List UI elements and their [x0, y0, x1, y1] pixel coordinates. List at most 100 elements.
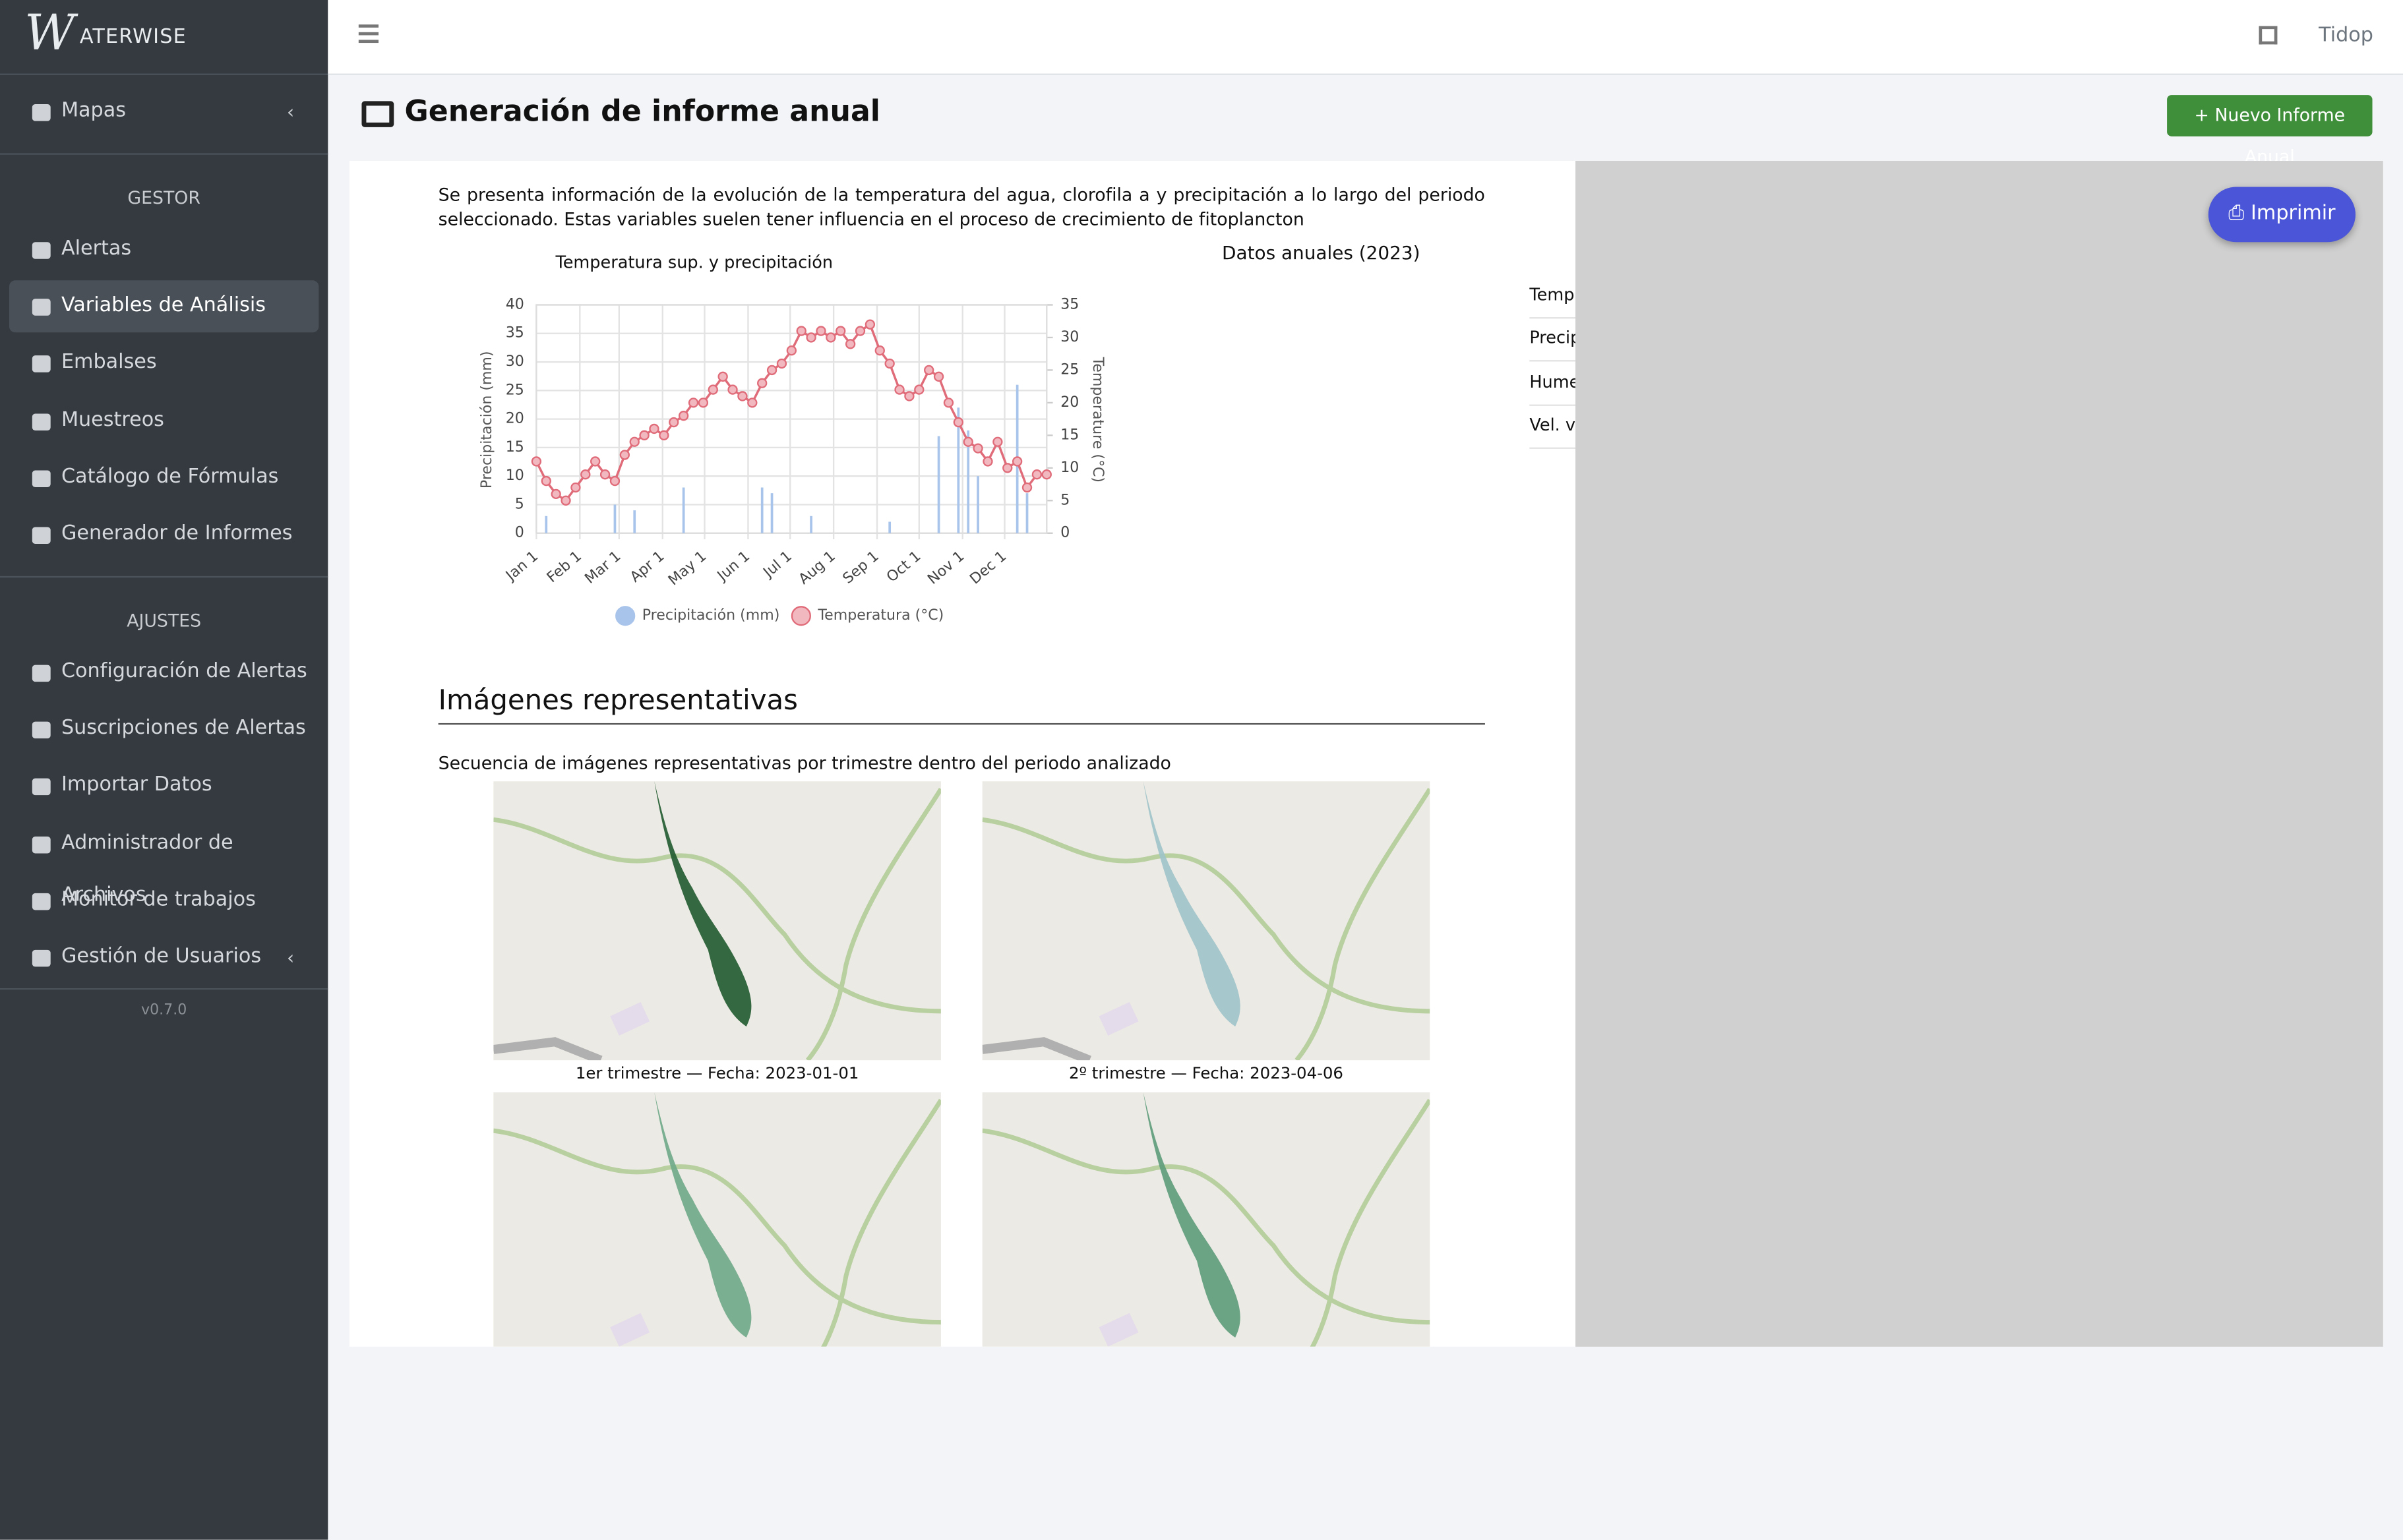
- point: [874, 345, 885, 356]
- bar: [545, 516, 548, 533]
- nav-label: Configuración de Alertas: [61, 660, 307, 684]
- point: [570, 482, 581, 493]
- point: [678, 410, 689, 421]
- x-tick-label: Jul 1: [760, 548, 795, 581]
- nav-item[interactable]: Generador de Informes: [9, 509, 319, 561]
- stat-item: Vel. viento medio*: 2.28 m/s: [1529, 404, 1576, 449]
- point: [983, 456, 993, 467]
- y-axis-title: Precipitación (mm): [479, 351, 495, 489]
- bar: [613, 504, 617, 533]
- y-tick-label: 15: [506, 439, 524, 456]
- version: v0.7.0: [141, 1001, 187, 1019]
- point: [924, 365, 934, 376]
- point: [992, 436, 1003, 447]
- nav-item[interactable]: Alertas: [9, 223, 319, 276]
- x-tick-label: Dec 1: [967, 548, 1010, 587]
- nav-item[interactable]: Monitor de trabajos: [9, 875, 319, 927]
- nav-item[interactable]: Muestreos: [9, 395, 319, 447]
- print-button[interactable]: ⎙ Imprimir: [2208, 187, 2356, 243]
- bar: [977, 476, 979, 533]
- x-tick-label: Jun 1: [714, 548, 753, 585]
- image-caption: 1er trimestre — Fecha: 2023-01-01: [575, 1065, 859, 1084]
- nav-label: Monitor de trabajos: [61, 888, 256, 912]
- nav-item[interactable]: Administrador de Archivos: [9, 817, 319, 906]
- topbar: Tidop: [328, 0, 2403, 75]
- point: [953, 417, 964, 428]
- nav-icon: [32, 893, 51, 910]
- bar: [957, 407, 960, 533]
- bar: [888, 521, 892, 533]
- point: [659, 430, 669, 441]
- nav-icon: [32, 469, 51, 487]
- chart-title: Temperatura sup. y precipitación: [555, 253, 833, 273]
- image-caption: 2º trimestre — Fecha: 2023-04-06: [1068, 1065, 1343, 1084]
- bar: [967, 430, 970, 533]
- point: [717, 371, 728, 382]
- nav-item[interactable]: Mapas ‹: [9, 86, 319, 138]
- nav-icon: [32, 242, 51, 259]
- bar: [810, 516, 812, 533]
- nav-item[interactable]: Variables de Análisis: [9, 280, 319, 333]
- y2-tick-label: 30: [1060, 329, 1079, 345]
- logo-mark: W: [24, 3, 75, 61]
- section-heading: Imágenes representativas: [438, 684, 798, 717]
- x-tick-label: Apr 1: [627, 548, 667, 585]
- map-drawing: [493, 1092, 941, 1347]
- bar: [682, 487, 685, 533]
- sidebar: W ATERWISE Mapas ‹ GESTOR Alertas Variable…: [0, 0, 328, 1540]
- images-intro: Secuencia de imágenes representativas po…: [438, 752, 1171, 774]
- nav-item[interactable]: Importar Datos: [9, 761, 319, 813]
- map-drawing: [982, 781, 1430, 1061]
- point: [688, 398, 699, 408]
- point: [1031, 469, 1043, 480]
- point: [884, 358, 895, 369]
- nav-item[interactable]: Catálogo de Fórmulas: [9, 452, 319, 504]
- nav-label: Alertas: [61, 237, 132, 261]
- bar: [1025, 493, 1029, 533]
- point: [1012, 456, 1023, 467]
- button-label: Nuevo Informe Anual: [2214, 104, 2346, 167]
- caret: ‹: [287, 101, 295, 123]
- stat-item: Precip. media: 0.90 mm: [1529, 318, 1576, 363]
- point: [561, 495, 571, 506]
- new-report-button[interactable]: + Nuevo Informe Anual: [2167, 95, 2373, 167]
- map-drawing: [493, 781, 941, 1061]
- stat-item: Temp. media: 18 ºC: [1529, 274, 1576, 319]
- point: [914, 384, 925, 395]
- bar: [633, 510, 636, 533]
- point: [973, 443, 983, 454]
- nav-label: Importar Datos: [61, 774, 212, 798]
- y-tick-label: 5: [515, 496, 524, 512]
- y2-tick-label: 15: [1060, 427, 1079, 443]
- section-heading: GESTOR: [127, 187, 200, 209]
- map-drawing: [982, 1092, 1430, 1347]
- point: [1041, 469, 1052, 480]
- point: [855, 326, 866, 336]
- point: [649, 423, 659, 434]
- nav-item[interactable]: Suscripciones de Alertas: [9, 703, 319, 755]
- nav-icon: [32, 665, 51, 682]
- table-icon: [361, 101, 394, 127]
- nav-item[interactable]: Configuración de Alertas: [9, 647, 319, 699]
- point: [747, 398, 758, 408]
- point: [580, 469, 591, 480]
- y-tick-label: 20: [506, 411, 524, 427]
- user-menu[interactable]: Tidop: [2319, 24, 2373, 48]
- menu-toggle[interactable]: [358, 24, 379, 44]
- nav-item[interactable]: Gestión de Usuarios ‹: [9, 932, 319, 984]
- point: [639, 430, 650, 441]
- report: Se presenta información de la evolución …: [349, 161, 1576, 1347]
- point: [669, 417, 679, 428]
- x-tick-label: Feb 1: [544, 548, 585, 586]
- legend-swatch: [791, 606, 811, 626]
- nav-icon: [32, 949, 51, 967]
- x-tick-label: May 1: [665, 548, 710, 589]
- point: [816, 326, 826, 336]
- brand[interactable]: W ATERWISE: [0, 0, 328, 75]
- fullscreen[interactable]: [2259, 26, 2278, 45]
- nav-label: Administrador de Archivos: [61, 831, 233, 906]
- x-tick-label: Oct 1: [884, 548, 924, 585]
- nav-label: Embalses: [61, 351, 157, 374]
- nav-item[interactable]: Embalses: [9, 338, 319, 390]
- point: [1002, 463, 1013, 473]
